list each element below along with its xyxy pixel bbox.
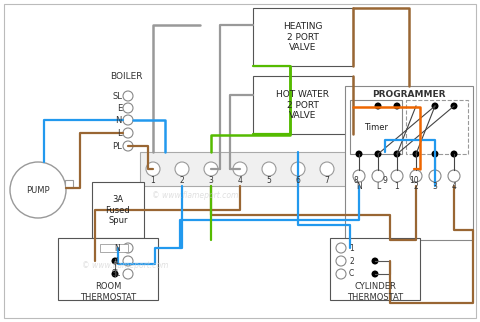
FancyBboxPatch shape xyxy=(253,8,353,66)
Text: SL: SL xyxy=(111,270,120,279)
Text: 3A
Fused
Spur: 3A Fused Spur xyxy=(106,195,131,225)
Text: BOILER: BOILER xyxy=(110,71,143,80)
Circle shape xyxy=(146,162,160,176)
Circle shape xyxy=(353,170,365,182)
Circle shape xyxy=(391,170,403,182)
Circle shape xyxy=(10,162,66,218)
FancyBboxPatch shape xyxy=(330,238,420,300)
Circle shape xyxy=(123,141,133,151)
Circle shape xyxy=(233,162,247,176)
Text: 10: 10 xyxy=(409,175,419,185)
Circle shape xyxy=(407,162,421,176)
Circle shape xyxy=(336,269,346,279)
FancyBboxPatch shape xyxy=(65,180,73,188)
Circle shape xyxy=(394,150,400,157)
Circle shape xyxy=(291,162,305,176)
Text: E: E xyxy=(117,103,122,112)
Circle shape xyxy=(262,162,276,176)
Circle shape xyxy=(374,102,382,109)
Text: SL: SL xyxy=(112,91,122,100)
Text: 3: 3 xyxy=(209,175,214,185)
Text: 8: 8 xyxy=(354,175,359,185)
Circle shape xyxy=(123,269,133,279)
Text: 5: 5 xyxy=(266,175,271,185)
Circle shape xyxy=(432,102,439,109)
Text: 2: 2 xyxy=(414,182,419,191)
Circle shape xyxy=(451,102,457,109)
FancyBboxPatch shape xyxy=(58,238,158,300)
Text: ROOM
THERMOSTAT: ROOM THERMOSTAT xyxy=(80,282,136,302)
Circle shape xyxy=(123,243,133,253)
Text: PL: PL xyxy=(112,141,122,150)
Text: 9: 9 xyxy=(383,175,387,185)
Circle shape xyxy=(372,270,379,278)
Text: 7: 7 xyxy=(324,175,329,185)
Circle shape xyxy=(374,150,382,157)
Text: N: N xyxy=(114,243,120,252)
Circle shape xyxy=(372,170,384,182)
Text: 1: 1 xyxy=(395,182,399,191)
Circle shape xyxy=(349,162,363,176)
Circle shape xyxy=(123,103,133,113)
Circle shape xyxy=(429,170,441,182)
Text: HEATING
2 PORT
VALVE: HEATING 2 PORT VALVE xyxy=(283,22,323,52)
Text: PROGRAMMER: PROGRAMMER xyxy=(372,90,446,99)
Circle shape xyxy=(111,270,119,278)
Circle shape xyxy=(123,128,133,138)
Circle shape xyxy=(123,91,133,101)
Text: L: L xyxy=(118,128,122,137)
FancyBboxPatch shape xyxy=(140,152,435,186)
Circle shape xyxy=(111,258,119,264)
Text: © www.flameport.com: © www.flameport.com xyxy=(152,191,238,200)
Text: 3: 3 xyxy=(432,182,437,191)
Text: 2: 2 xyxy=(349,257,354,266)
Text: 1: 1 xyxy=(349,243,354,252)
FancyBboxPatch shape xyxy=(92,182,144,238)
Text: © www.flameport.com: © www.flameport.com xyxy=(82,260,168,270)
Circle shape xyxy=(394,102,400,109)
Circle shape xyxy=(123,256,133,266)
Text: 4: 4 xyxy=(452,182,456,191)
FancyBboxPatch shape xyxy=(4,4,476,318)
Text: CYLINDER
THERMOSTAT: CYLINDER THERMOSTAT xyxy=(347,282,403,302)
Text: PUMP: PUMP xyxy=(26,185,50,194)
Text: L: L xyxy=(116,257,120,266)
FancyBboxPatch shape xyxy=(253,76,353,134)
Text: L: L xyxy=(376,182,380,191)
FancyBboxPatch shape xyxy=(345,86,473,240)
Circle shape xyxy=(448,170,460,182)
Circle shape xyxy=(123,115,133,125)
Text: N: N xyxy=(116,116,122,125)
Circle shape xyxy=(336,256,346,266)
Text: 6: 6 xyxy=(296,175,300,185)
FancyBboxPatch shape xyxy=(406,100,468,154)
Circle shape xyxy=(412,150,420,157)
Text: HOT WATER
2 PORT
VALVE: HOT WATER 2 PORT VALVE xyxy=(276,90,329,120)
FancyBboxPatch shape xyxy=(100,244,128,252)
Text: 2: 2 xyxy=(180,175,184,185)
Text: 1: 1 xyxy=(151,175,156,185)
Circle shape xyxy=(204,162,218,176)
Text: C: C xyxy=(349,270,354,279)
Circle shape xyxy=(356,150,362,157)
Text: N: N xyxy=(356,182,362,191)
Circle shape xyxy=(378,162,392,176)
Circle shape xyxy=(175,162,189,176)
FancyBboxPatch shape xyxy=(350,100,402,154)
Circle shape xyxy=(320,162,334,176)
Circle shape xyxy=(451,150,457,157)
Circle shape xyxy=(372,258,379,264)
Circle shape xyxy=(336,243,346,253)
Circle shape xyxy=(432,150,439,157)
Text: Timer: Timer xyxy=(364,122,388,131)
Text: 4: 4 xyxy=(238,175,242,185)
Circle shape xyxy=(410,170,422,182)
